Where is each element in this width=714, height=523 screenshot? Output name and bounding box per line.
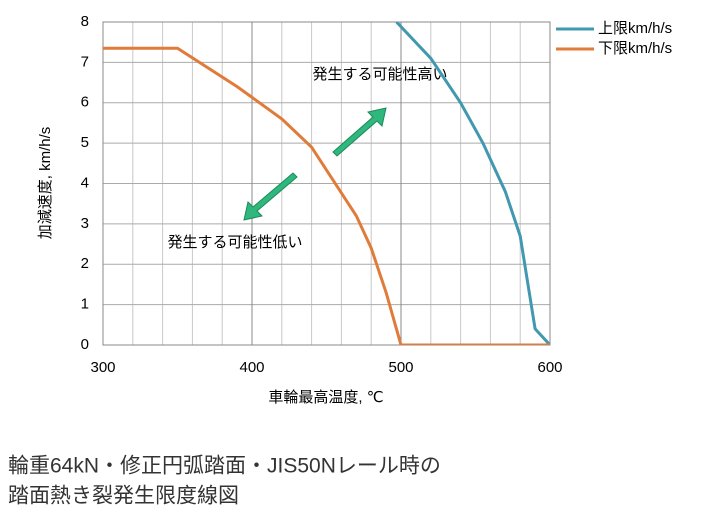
legend-label: 上限km/h/s xyxy=(598,20,672,37)
annotation: 発生する可能性低い xyxy=(167,234,302,251)
y-tick-label: 1 xyxy=(81,296,89,313)
x-tick-label: 300 xyxy=(90,359,115,376)
y-tick-label: 4 xyxy=(81,174,89,191)
y-tick-label: 2 xyxy=(81,255,89,272)
arrows xyxy=(243,107,387,221)
x-tick-label: 500 xyxy=(388,359,413,376)
x-tick-label: 400 xyxy=(239,359,264,376)
x-axis-title: 車輪最高温度, ℃ xyxy=(268,389,383,406)
legend-label: 下限km/h/s xyxy=(598,40,672,57)
series-line xyxy=(395,22,550,345)
plot-frame xyxy=(102,21,551,346)
caption: 輪重64kN・修正円弧踏面・JIS50Nレール時の xyxy=(8,455,441,478)
caption: 踏面熱き裂発生限度線図 xyxy=(8,485,239,508)
y-tick-label: 6 xyxy=(81,94,89,111)
y-tick-label: 5 xyxy=(81,134,89,151)
y-tick-label: 0 xyxy=(81,336,89,353)
y-tick-label: 8 xyxy=(81,13,89,30)
series-line xyxy=(103,46,550,345)
y-axis-title: 加減速度, km/h/s xyxy=(37,127,54,240)
y-tick-label: 7 xyxy=(81,53,89,70)
y-tick-label: 3 xyxy=(81,215,89,232)
plot: 0 1 2 3 4 5 6 7 8 300 400 500 600 上限km/h/s 下限km/h/s xyxy=(81,13,673,376)
annotation: 発生する可能性高い xyxy=(312,66,447,83)
x-tick-label: 600 xyxy=(537,359,562,376)
